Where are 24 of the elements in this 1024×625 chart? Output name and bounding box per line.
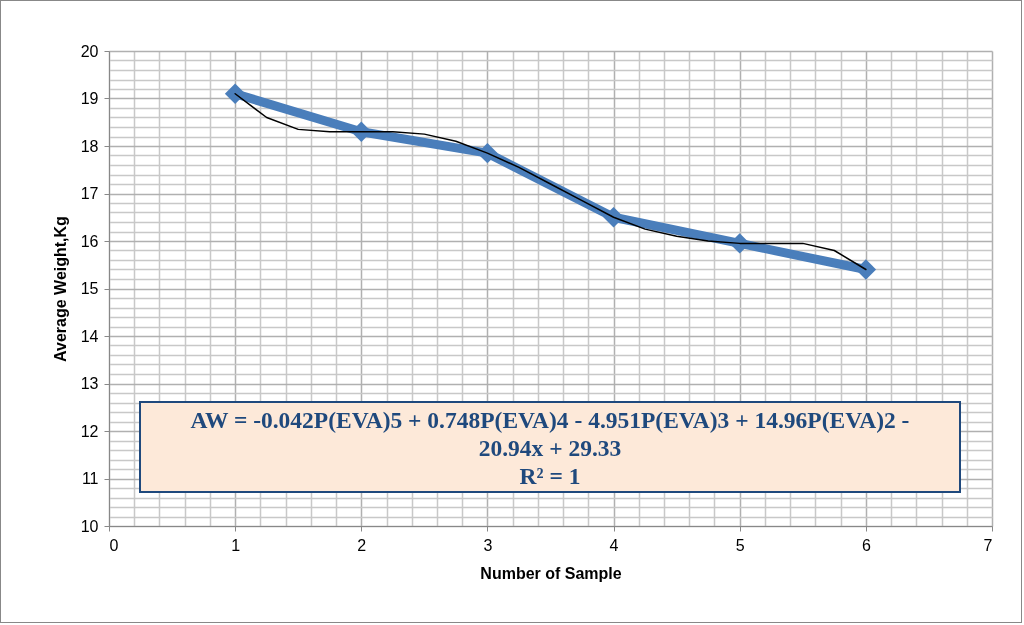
annotation: R² = 1 bbox=[518, 462, 582, 490]
point bbox=[224, 83, 246, 104]
y-tick-label: 14 bbox=[80, 327, 99, 345]
y-tick-label: 15 bbox=[80, 280, 99, 297]
y-tick-label: 12 bbox=[80, 422, 99, 440]
y-tick-label: 10 bbox=[80, 517, 99, 535]
x-tick-label: 7 bbox=[983, 536, 993, 554]
x-tick-label: 5 bbox=[735, 536, 745, 554]
y-axis-title: Average Weight,Kg bbox=[51, 216, 69, 362]
x-tick-label: 1 bbox=[231, 536, 241, 554]
x-tick-label: 3 bbox=[483, 536, 493, 554]
x-tick-label: 2 bbox=[357, 536, 367, 554]
x-tick-label: 6 bbox=[861, 536, 871, 554]
y-tick-label: 17 bbox=[80, 185, 99, 202]
y-tick-label: 18 bbox=[80, 137, 99, 155]
y-tick-label: 16 bbox=[80, 232, 99, 250]
x-tick-label: 0 bbox=[109, 536, 119, 554]
x-axis-title: Number of Sample bbox=[480, 564, 622, 582]
x-tick-label: 4 bbox=[609, 536, 619, 554]
y-tick-label: 19 bbox=[80, 90, 99, 107]
y-tick-label: 13 bbox=[80, 375, 99, 392]
annotation: AW = -0.042P(EVA)5 + 0.748P(EVA)4 - 4.951P(EVA)3 + 14.96P(EVA)2 - 20.94x + 29.33 bbox=[189, 406, 911, 462]
y-tick-label: 20 bbox=[80, 42, 99, 60]
y-tick-label: 11 bbox=[81, 470, 99, 487]
